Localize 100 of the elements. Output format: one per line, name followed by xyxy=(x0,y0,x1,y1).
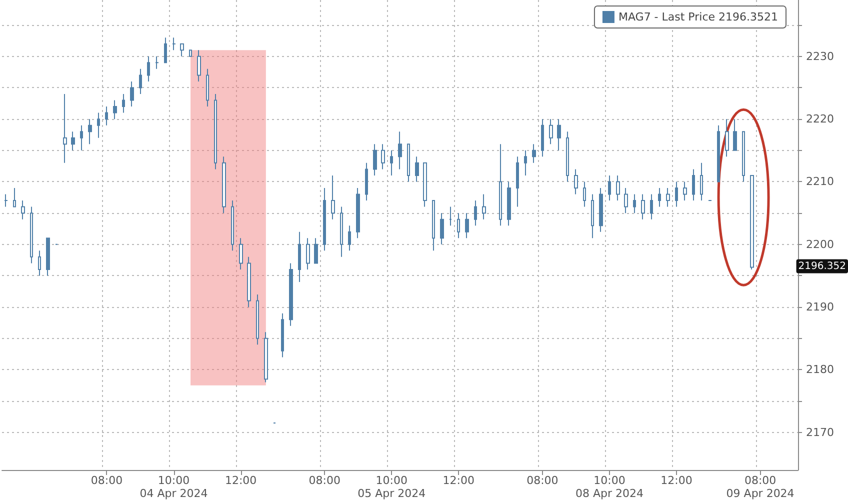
x-tick-label: 08:00 09 Apr 2024 xyxy=(726,474,794,500)
candlestick xyxy=(323,188,326,252)
y-tick-label: 2230 xyxy=(806,50,834,63)
candlestick xyxy=(390,150,393,176)
candlestick xyxy=(105,106,108,126)
candlestick xyxy=(591,194,594,239)
candlestick xyxy=(21,200,25,220)
candlestick xyxy=(381,144,385,170)
candlestick xyxy=(122,94,125,114)
candlestick xyxy=(675,181,678,208)
y-tick-label: 2170 xyxy=(806,426,834,439)
candlestick xyxy=(13,188,16,208)
candlestick xyxy=(214,94,217,170)
x-tick-label: 10:00 05 Apr 2024 xyxy=(358,474,426,500)
candlestick xyxy=(71,131,75,151)
candlestick xyxy=(63,94,67,164)
candlestick xyxy=(38,250,41,276)
candlestick xyxy=(97,112,100,138)
candlestick xyxy=(532,144,536,164)
candlestick xyxy=(482,194,486,220)
candlestick xyxy=(206,68,209,108)
candlestick xyxy=(733,118,737,151)
candlestick xyxy=(180,43,184,57)
candlestick xyxy=(172,37,176,51)
candlestick xyxy=(331,174,335,220)
candlestick xyxy=(700,162,703,202)
candlestick xyxy=(189,50,192,57)
x-tick-label: 12:00 xyxy=(224,474,257,487)
y-tick-label: 2220 xyxy=(806,112,834,126)
candlestick xyxy=(298,231,301,282)
candlestick xyxy=(348,225,351,252)
candlestick xyxy=(557,118,561,151)
candlestick xyxy=(407,144,410,182)
candlestick xyxy=(4,194,8,208)
candlestick xyxy=(340,206,343,258)
candlestick xyxy=(231,200,234,252)
x-tick-label: 12:00 xyxy=(442,474,475,487)
candlestick xyxy=(264,332,268,383)
candlestick xyxy=(516,156,519,208)
candlestick xyxy=(197,50,201,82)
candlestick xyxy=(566,131,569,182)
text: 2196.352 xyxy=(798,260,846,272)
candlestick xyxy=(658,188,661,208)
candlestick xyxy=(398,131,402,170)
candlestick xyxy=(289,262,293,326)
candlestick xyxy=(247,256,251,308)
x-tick-label: 10:00 08 Apr 2024 xyxy=(575,474,644,500)
candlestick xyxy=(549,118,553,145)
candlestick xyxy=(147,56,150,82)
x-tick-label: 08:00 xyxy=(308,474,340,487)
y-tick-label: 2180 xyxy=(806,363,834,376)
x-tick-label: 10:00 04 Apr 2024 xyxy=(140,474,208,500)
candlestick xyxy=(692,168,695,202)
candlestick xyxy=(725,118,729,158)
candlestick xyxy=(541,118,544,158)
candlestick xyxy=(608,174,611,202)
candlestick xyxy=(88,118,92,145)
candlestick xyxy=(256,294,259,346)
candlestick xyxy=(650,194,653,220)
candlestick xyxy=(641,194,645,220)
candlestick xyxy=(373,144,377,176)
candlestick xyxy=(599,188,603,232)
candlestick xyxy=(499,144,502,226)
y-tick-label: 2210 xyxy=(806,175,834,188)
candlestick xyxy=(164,37,167,64)
candlestick xyxy=(465,212,469,239)
candlestick xyxy=(742,131,745,182)
candlestick xyxy=(306,238,310,270)
y-tick-label: 2190 xyxy=(806,300,834,314)
candlestick xyxy=(683,181,687,202)
candlestick xyxy=(474,200,477,226)
candlestick xyxy=(423,162,427,208)
candlestick xyxy=(616,174,620,202)
candlestick xyxy=(574,168,578,195)
candlestick xyxy=(130,80,134,108)
candlestick xyxy=(583,181,586,208)
candlestick xyxy=(449,206,452,226)
candlestick xyxy=(666,188,670,208)
candlestick xyxy=(365,162,368,202)
candlestick xyxy=(314,238,318,264)
candlestick xyxy=(239,238,243,270)
candlestick xyxy=(80,124,83,151)
legend-label: MAG7 - Last Price 2196.3521 xyxy=(618,10,778,24)
candlestick xyxy=(415,156,419,182)
candlestick xyxy=(457,212,460,239)
candlestick xyxy=(222,156,226,214)
candlestick xyxy=(432,200,435,252)
x-tick-label: 08:00 xyxy=(526,474,558,487)
candlestick xyxy=(30,206,33,264)
candlestick xyxy=(139,68,142,94)
candlestick xyxy=(281,312,284,358)
x-tick-label: 08:00 xyxy=(90,474,123,487)
candlestick xyxy=(356,188,360,239)
candlestick xyxy=(507,181,511,226)
candlestick xyxy=(633,194,636,214)
x-tick-label: 12:00 xyxy=(660,474,692,487)
candlestick xyxy=(46,238,50,276)
candlestick xyxy=(624,188,628,214)
candlestick xyxy=(155,56,159,70)
candlestick xyxy=(113,100,117,120)
